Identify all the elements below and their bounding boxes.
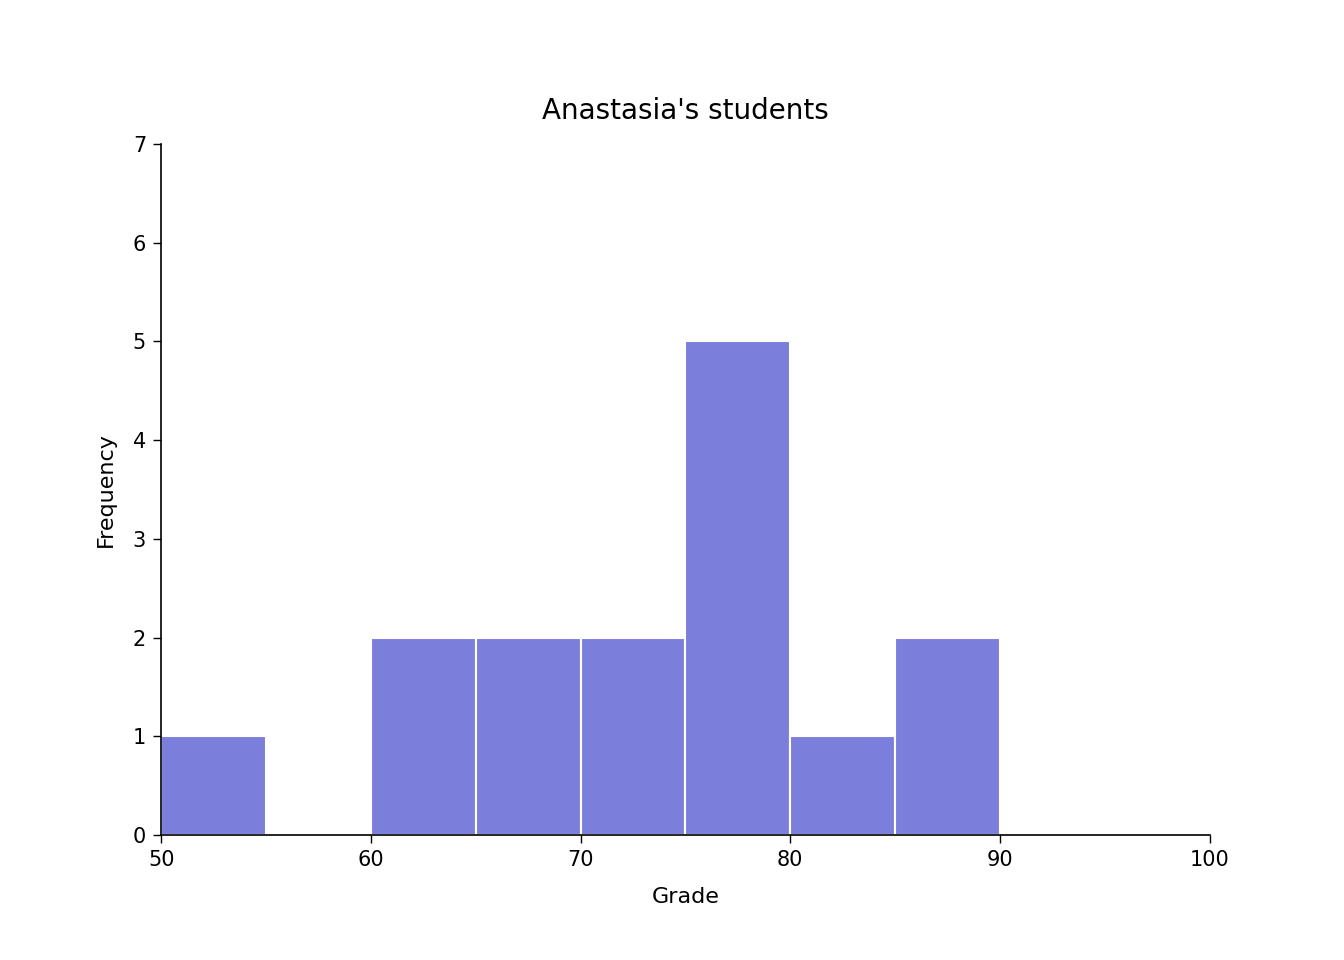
X-axis label: Grade: Grade — [652, 887, 719, 907]
Bar — [895, 637, 1000, 835]
Bar — [371, 637, 476, 835]
Bar — [581, 637, 685, 835]
Title: Anastasia's students: Anastasia's students — [542, 97, 829, 125]
Y-axis label: Frequency: Frequency — [95, 432, 116, 547]
Bar — [790, 736, 895, 835]
Bar — [161, 736, 266, 835]
Bar — [685, 342, 790, 835]
Bar — [476, 637, 581, 835]
